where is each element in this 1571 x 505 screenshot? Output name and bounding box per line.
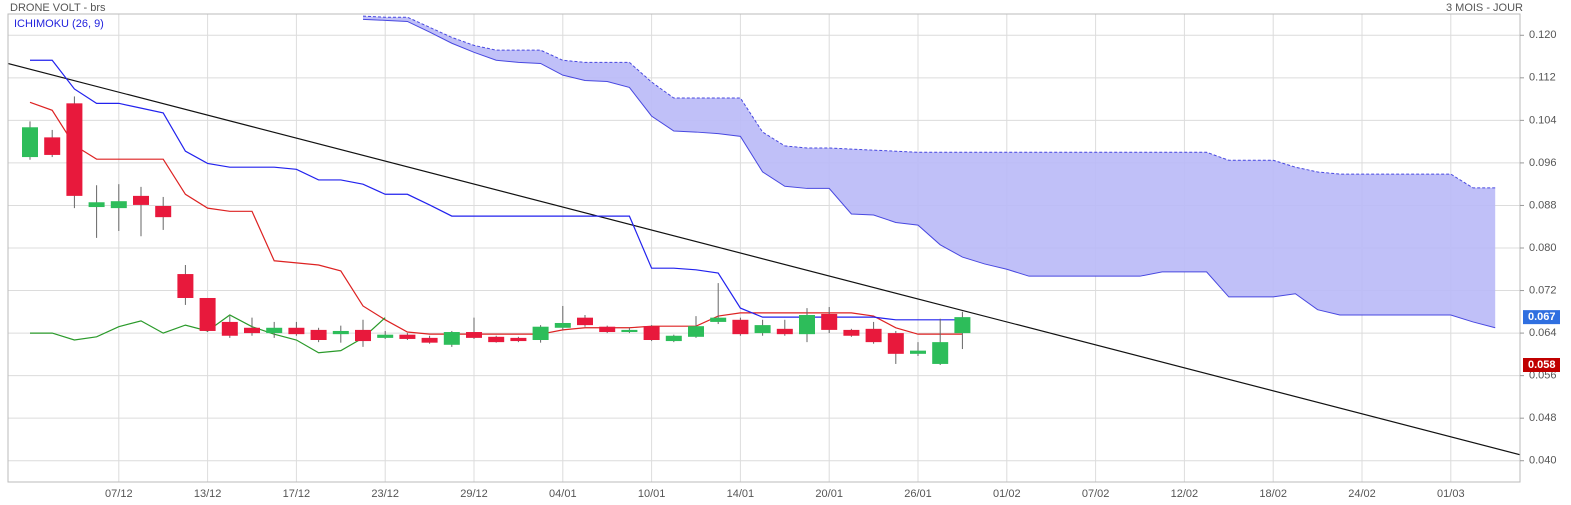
candle-body — [443, 332, 460, 345]
candle-body — [22, 127, 38, 158]
y-tick-label: 0.112 — [1529, 72, 1556, 84]
candle-body — [621, 329, 638, 333]
candle-body — [421, 337, 438, 343]
axis: 0.040 0.048 0.056 0.064 0.072 0.080 0.088 0.096… — [105, 29, 1560, 500]
x-tick-label: 10/01 — [638, 488, 666, 500]
candle-body — [577, 317, 593, 326]
x-tick-label: 29/12 — [460, 488, 488, 500]
y-tick-label: 0.120 — [1529, 29, 1557, 41]
candle-body — [355, 329, 371, 342]
candle-body — [177, 274, 194, 298]
y-tick-label: 0.080 — [1529, 242, 1557, 254]
candle-body — [665, 335, 682, 342]
candle-body — [110, 201, 127, 209]
price-tag-label: 0.067 — [1528, 311, 1556, 323]
candle-body — [44, 137, 61, 155]
x-tick-label: 01/03 — [1437, 488, 1465, 500]
candle-body — [466, 332, 482, 338]
y-tick-label: 0.064 — [1529, 327, 1557, 339]
candle-body — [954, 317, 971, 334]
y-tick-label: 0.088 — [1529, 199, 1557, 211]
candle-body — [332, 330, 349, 335]
x-tick-label: 26/01 — [904, 488, 932, 500]
x-tick-label: 07/12 — [105, 488, 133, 500]
x-tick-label: 23/12 — [371, 488, 399, 500]
x-tick-label: 14/01 — [727, 488, 755, 500]
candle-body — [377, 334, 394, 338]
candle-body — [865, 328, 882, 343]
y-tick-label: 0.040 — [1529, 455, 1557, 467]
candle-body — [554, 322, 571, 328]
candle-body — [599, 326, 616, 333]
y-tick-label: 0.056 — [1529, 370, 1557, 382]
candle-body — [266, 327, 283, 334]
candle-body — [133, 195, 149, 205]
x-tick-label: 18/02 — [1259, 488, 1287, 500]
candle-body — [155, 205, 172, 218]
candle-body — [887, 333, 904, 354]
candle-body — [532, 326, 549, 341]
candle-body — [643, 326, 660, 341]
y-tick-label: 0.072 — [1529, 284, 1557, 296]
y-tick-label: 0.096 — [1529, 157, 1557, 169]
candle-body — [199, 297, 216, 331]
price-tag — [1523, 310, 1560, 325]
candle-body — [488, 336, 505, 343]
cloud-upper-line — [362, 15, 1496, 189]
x-tick-label: 12/02 — [1171, 488, 1199, 500]
candle-body — [244, 327, 260, 334]
indicator-legend: ICHIMOKU (26, 9) — [14, 18, 104, 30]
x-tick-label: 01/02 — [993, 488, 1021, 500]
x-tick-label: 13/12 — [194, 488, 222, 500]
candle-body — [910, 350, 926, 354]
chart-title: DRONE VOLT - brs — [10, 2, 106, 14]
period-label: 3 MOIS - JOUR — [1446, 2, 1523, 14]
candle-body — [754, 325, 771, 334]
trendline — [8, 62, 1520, 456]
plot-area — [8, 15, 1520, 456]
x-tick-label: 07/02 — [1082, 488, 1110, 500]
candle-body — [310, 329, 327, 341]
candle-body — [932, 342, 949, 364]
candle-body — [732, 319, 749, 335]
candle-body — [710, 317, 727, 322]
candle-body — [799, 315, 815, 335]
price-tag-label: 0.058 — [1528, 359, 1556, 371]
x-tick-label: 17/12 — [283, 488, 311, 500]
candle-body — [821, 313, 838, 330]
cloud-lower-line — [362, 18, 1496, 329]
candle-body — [399, 334, 416, 339]
candle-body — [776, 328, 793, 335]
x-tick-label: 04/01 — [549, 488, 577, 500]
price-tag — [1523, 358, 1560, 372]
y-tick-label: 0.104 — [1529, 114, 1557, 126]
cloud-fill — [363, 16, 1496, 328]
x-tick-label: 24/02 — [1348, 488, 1376, 500]
candle-body — [88, 202, 105, 208]
candle-body — [288, 327, 305, 335]
candle-body — [688, 326, 704, 337]
candle-body — [221, 321, 238, 336]
candle-body — [843, 329, 860, 336]
candle-body — [66, 103, 83, 196]
y-tick-label: 0.048 — [1529, 412, 1557, 424]
x-tick-label: 20/01 — [815, 488, 843, 500]
candle-body — [510, 337, 527, 342]
